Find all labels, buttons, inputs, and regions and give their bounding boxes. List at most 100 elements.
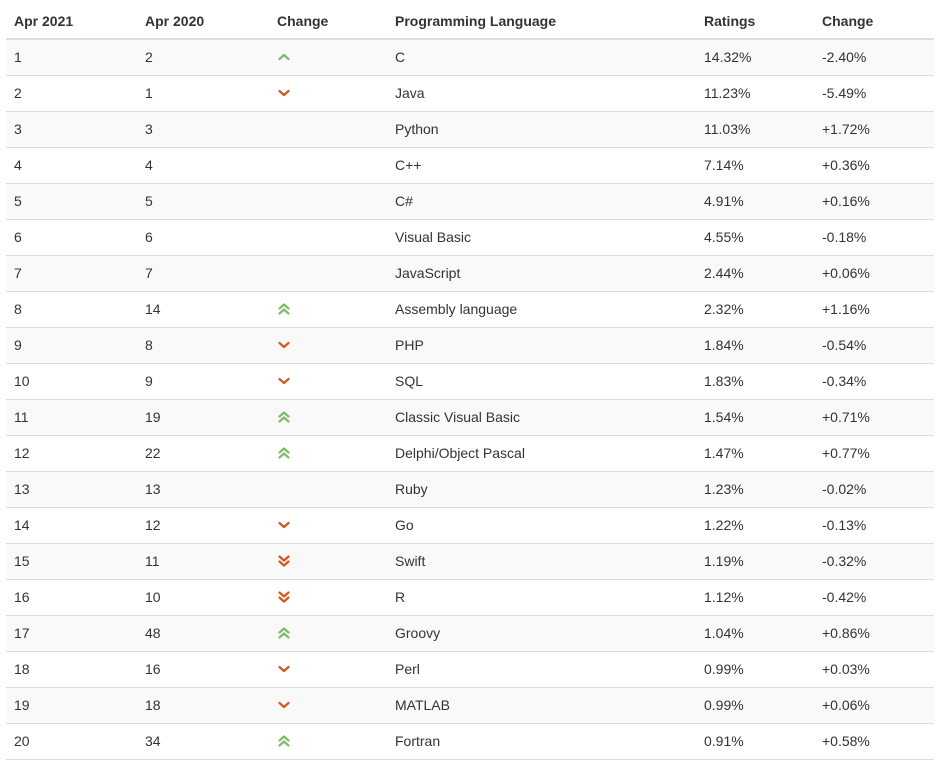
trend-cell <box>269 74 387 111</box>
double-chevron-up-icon <box>277 302 387 316</box>
chevron-down-icon <box>277 338 387 352</box>
previous-rank-cell: 6 <box>137 218 269 255</box>
trend-cell <box>269 398 387 435</box>
language-cell: Ruby <box>387 470 696 507</box>
change-cell: -0.13% <box>814 506 934 543</box>
language-cell: Python <box>387 110 696 147</box>
change-cell: -5.49% <box>814 74 934 111</box>
current-rank-cell: 16 <box>6 578 137 615</box>
previous-rank-cell: 18 <box>137 686 269 723</box>
change-cell: +0.71% <box>814 398 934 435</box>
previous-rank-cell: 8 <box>137 326 269 363</box>
table-row: 19 18 MATLAB 0.99% +0.06% <box>6 686 934 723</box>
language-cell: Java <box>387 74 696 111</box>
trend-cell <box>269 578 387 615</box>
change-cell: +0.16% <box>814 182 934 219</box>
table-row: 15 11 Swift 1.19% -0.32% <box>6 542 934 579</box>
previous-rank-cell: 10 <box>137 578 269 615</box>
header-previous-rank: Apr 2020 <box>137 3 269 40</box>
current-rank-cell: 8 <box>6 290 137 327</box>
table-row: 9 8 PHP 1.84% -0.54% <box>6 326 934 363</box>
previous-rank-cell: 22 <box>137 434 269 471</box>
trend-cell <box>269 326 387 363</box>
ratings-cell: 11.23% <box>696 74 814 111</box>
chevron-down-icon <box>277 374 387 388</box>
ratings-cell: 4.55% <box>696 218 814 255</box>
current-rank-cell: 1 <box>6 38 137 75</box>
current-rank-cell: 13 <box>6 470 137 507</box>
ratings-cell: 1.12% <box>696 578 814 615</box>
language-cell: Perl <box>387 650 696 687</box>
change-cell: +0.03% <box>814 650 934 687</box>
previous-rank-cell: 4 <box>137 146 269 183</box>
ratings-cell: 1.47% <box>696 434 814 471</box>
trend-cell <box>269 290 387 327</box>
trend-cell <box>269 470 387 507</box>
language-cell: SQL <box>387 362 696 399</box>
change-cell: +0.36% <box>814 146 934 183</box>
previous-rank-cell: 12 <box>137 506 269 543</box>
chevron-down-icon <box>277 662 387 676</box>
change-cell: -0.42% <box>814 578 934 615</box>
current-rank-cell: 14 <box>6 506 137 543</box>
language-cell: Classic Visual Basic <box>387 398 696 435</box>
current-rank-cell: 11 <box>6 398 137 435</box>
change-cell: +0.58% <box>814 722 934 760</box>
trend-cell <box>269 182 387 219</box>
change-cell: +0.06% <box>814 254 934 291</box>
ratings-cell: 4.91% <box>696 182 814 219</box>
current-rank-cell: 19 <box>6 686 137 723</box>
current-rank-cell: 9 <box>6 326 137 363</box>
table-row: 16 10 R 1.12% -0.42% <box>6 578 934 615</box>
language-cell: MATLAB <box>387 686 696 723</box>
current-rank-cell: 10 <box>6 362 137 399</box>
change-cell: -0.18% <box>814 218 934 255</box>
trend-cell <box>269 110 387 147</box>
language-cell: Visual Basic <box>387 218 696 255</box>
change-cell: -0.02% <box>814 470 934 507</box>
ratings-cell: 2.32% <box>696 290 814 327</box>
previous-rank-cell: 7 <box>137 254 269 291</box>
table-row: 20 34 Fortran 0.91% +0.58% <box>6 722 934 760</box>
language-cell: Groovy <box>387 614 696 651</box>
chevron-up-icon <box>277 50 387 64</box>
language-cell: Assembly language <box>387 290 696 327</box>
header-trend: Change <box>269 3 387 40</box>
language-cell: Fortran <box>387 722 696 760</box>
language-cell: Delphi/Object Pascal <box>387 434 696 471</box>
header-ratings: Ratings <box>696 3 814 40</box>
trend-cell <box>269 722 387 760</box>
trend-cell <box>269 506 387 543</box>
trend-cell <box>269 254 387 291</box>
ratings-cell: 11.03% <box>696 110 814 147</box>
ratings-cell: 1.54% <box>696 398 814 435</box>
table-row: 10 9 SQL 1.83% -0.34% <box>6 362 934 399</box>
ratings-cell: 0.99% <box>696 686 814 723</box>
current-rank-cell: 18 <box>6 650 137 687</box>
current-rank-cell: 4 <box>6 146 137 183</box>
table-row: 1 2 C 14.32% -2.40% <box>6 38 934 75</box>
table-row: 6 6 Visual Basic 4.55% -0.18% <box>6 218 934 255</box>
current-rank-cell: 17 <box>6 614 137 651</box>
ratings-cell: 1.84% <box>696 326 814 363</box>
ratings-cell: 1.23% <box>696 470 814 507</box>
language-cell: Swift <box>387 542 696 579</box>
double-chevron-down-icon <box>277 590 387 604</box>
table-header-row: Apr 2021 Apr 2020 Change Programming Lan… <box>6 3 934 40</box>
trend-cell <box>269 650 387 687</box>
table-row: 3 3 Python 11.03% +1.72% <box>6 110 934 147</box>
previous-rank-cell: 5 <box>137 182 269 219</box>
previous-rank-cell: 9 <box>137 362 269 399</box>
table-row: 2 1 Java 11.23% -5.49% <box>6 74 934 111</box>
current-rank-cell: 6 <box>6 218 137 255</box>
current-rank-cell: 7 <box>6 254 137 291</box>
current-rank-cell: 12 <box>6 434 137 471</box>
ranking-table: Apr 2021 Apr 2020 Change Programming Lan… <box>6 3 934 760</box>
ratings-cell: 0.99% <box>696 650 814 687</box>
previous-rank-cell: 3 <box>137 110 269 147</box>
previous-rank-cell: 1 <box>137 74 269 111</box>
double-chevron-down-icon <box>277 554 387 568</box>
change-cell: -0.34% <box>814 362 934 399</box>
double-chevron-up-icon <box>277 446 387 460</box>
ratings-cell: 1.22% <box>696 506 814 543</box>
